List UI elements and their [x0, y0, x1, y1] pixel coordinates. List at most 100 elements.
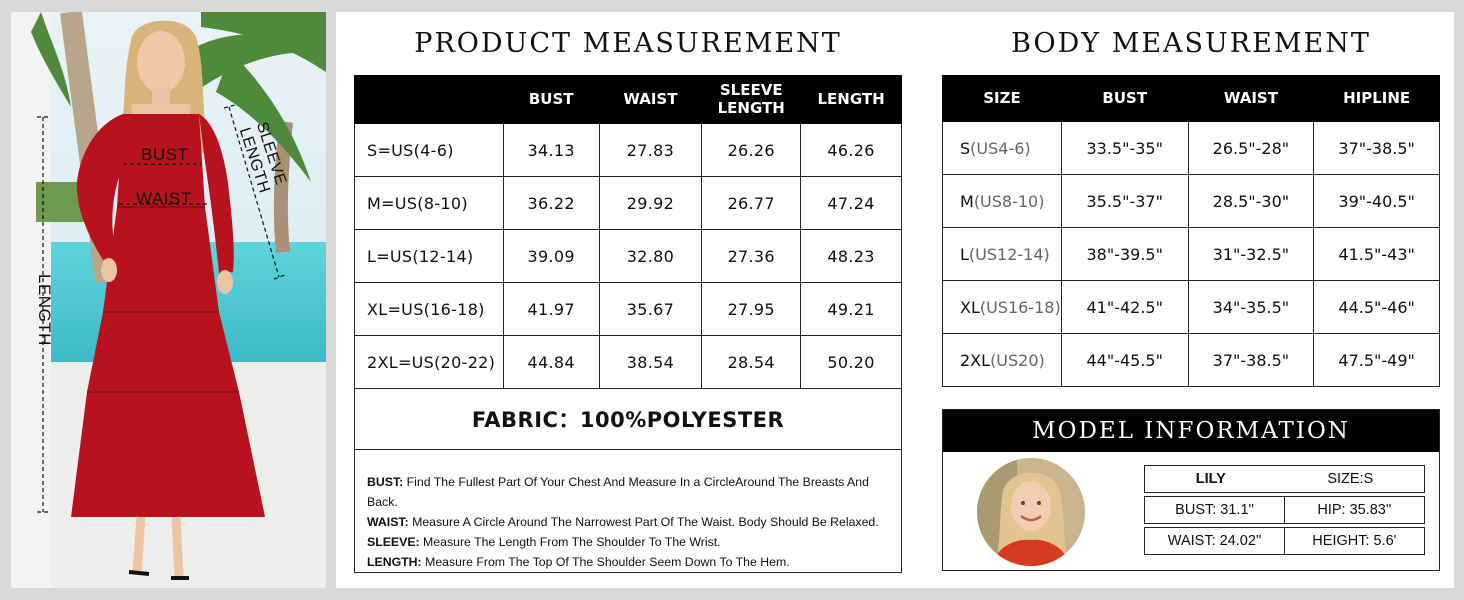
column-header: BUST: [1060, 75, 1189, 122]
note-text: Measure A Circle Around The Narrowest Pa…: [412, 515, 879, 529]
table-row: 2XL=US(20-22) 44.84 38.54 28.54 50.20: [354, 335, 902, 389]
model-size: SIZE:S: [1327, 471, 1374, 487]
size-cell: XL=US(16-18): [354, 282, 504, 336]
model-information-heading: MODEL INFORMATION: [943, 410, 1439, 452]
waist-cell: 35.67: [598, 282, 703, 336]
waist-cell: 31"-32.5": [1187, 227, 1315, 281]
bust-cell: 38"-39.5": [1060, 227, 1189, 281]
size-us: (US12-14): [968, 244, 1050, 264]
size-us: (US4-6): [970, 138, 1031, 158]
size-cell: L(US12-14): [942, 227, 1062, 281]
hipline-cell: 37"-38.5": [1313, 121, 1440, 175]
bust-cell: 33.5"-35": [1060, 121, 1189, 175]
model-row: WAIST: 24.02'' HEIGHT: 5.6': [1144, 527, 1425, 555]
table-row: XL=US(16-18) 41.97 35.67 27.95 49.21: [354, 282, 902, 336]
size-code: M: [960, 191, 974, 211]
fabric-info: FABRIC：100%POLYESTER: [354, 388, 902, 450]
model-waist: WAIST: 24.02'': [1144, 527, 1286, 555]
waist-cell: 38.54: [598, 335, 703, 389]
size-cell: S(US4-6): [942, 121, 1062, 175]
product-photo: BUST WAIST LENGTH SLEEVE LENGTH: [11, 12, 326, 588]
waist-cell: 26.5"-28": [1187, 121, 1315, 175]
length-cell: 49.21: [800, 282, 902, 336]
model-name-cell: LILY SIZE:S: [1144, 465, 1425, 493]
hipline-cell: 41.5"-43": [1313, 227, 1440, 281]
length-cell: 48.23: [800, 229, 902, 283]
bust-cell: 34.13: [502, 123, 600, 177]
model-row: BUST: 31.1'' HIP: 35.83'': [1144, 496, 1425, 524]
size-code: L: [960, 244, 969, 264]
column-header-text: SLEEVE LENGTH: [717, 81, 785, 117]
hipline-cell: 47.5"-49": [1313, 333, 1440, 387]
size-cell: 2XL(US20): [942, 333, 1062, 387]
size-us: (US20): [990, 350, 1045, 370]
length-cell: 47.24: [800, 176, 902, 230]
sleeve-cell: 26.77: [701, 176, 802, 230]
size-chart-panel: PRODUCT MEASUREMENT BUST WAIST SLEEVE LE…: [336, 12, 1454, 588]
column-header: BUST: [502, 75, 600, 124]
waist-cell: 28.5"-30": [1187, 174, 1315, 228]
waist-cell: 34"-35.5": [1187, 280, 1315, 334]
model-avatar: [977, 458, 1085, 566]
size-us: (US8-10): [973, 191, 1045, 211]
model-wearing-dress-illustration: [11, 12, 326, 588]
note-label: LENGTH:: [367, 555, 422, 569]
note-text: Measure The Length From The Shoulder To …: [423, 535, 721, 549]
model-name-row: LILY SIZE:S: [1144, 465, 1425, 493]
table-row: M(US8-10) 35.5"-37" 28.5"-30" 39"-40.5": [942, 174, 1440, 228]
model-name: LILY: [1195, 471, 1226, 487]
sleeve-cell: 28.54: [701, 335, 802, 389]
model-hip: HIP: 35.83'': [1283, 496, 1425, 524]
length-label: LENGTH: [35, 274, 54, 346]
model-height: HEIGHT: 5.6': [1283, 527, 1425, 555]
hipline-cell: 39"-40.5": [1313, 174, 1440, 228]
table-row: S=US(4-6) 34.13 27.83 26.26 46.26: [354, 123, 902, 177]
note-length: LENGTH: Measure From The Top Of The Shou…: [367, 552, 889, 572]
column-header: WAIST: [598, 75, 703, 124]
column-header: [354, 75, 504, 124]
model-details: LILY SIZE:S BUST: 31.1'' HIP: 35.83'' WA…: [1144, 465, 1425, 558]
table-header-row: BUST WAIST SLEEVE LENGTH LENGTH: [354, 75, 902, 124]
size-cell: S=US(4-6): [354, 123, 504, 177]
product-measurement-table: BUST WAIST SLEEVE LENGTH LENGTH S=US(4-6…: [354, 75, 902, 389]
waist-cell: 32.80: [598, 229, 703, 283]
size-code: XL: [960, 297, 980, 317]
size-cell: 2XL=US(20-22): [354, 335, 504, 389]
note-text: Find The Fullest Part Of Your Chest And …: [367, 475, 869, 509]
body-measurement-heading: BODY MEASUREMENT: [1011, 28, 1371, 59]
table-header-row: SIZE BUST WAIST HIPLINE: [942, 75, 1440, 122]
note-label: SLEEVE:: [367, 535, 420, 549]
model-portrait-illustration: [977, 458, 1085, 566]
bust-cell: 41.97: [502, 282, 600, 336]
size-us: (US16-18): [979, 297, 1061, 317]
length-cell: 46.26: [800, 123, 902, 177]
bust-cell: 44"-45.5": [1060, 333, 1189, 387]
column-header: WAIST: [1187, 75, 1315, 122]
model-bust: BUST: 31.1'': [1144, 496, 1286, 524]
column-header: SIZE: [942, 75, 1062, 122]
size-code: S: [960, 138, 971, 158]
column-header: HIPLINE: [1313, 75, 1440, 122]
bust-cell: 35.5"-37": [1060, 174, 1189, 228]
note-label: BUST:: [367, 475, 404, 489]
size-cell: M=US(8-10): [354, 176, 504, 230]
size-cell: XL(US16-18): [942, 280, 1062, 334]
bust-cell: 36.22: [502, 176, 600, 230]
measurement-notes: BUST: Find The Fullest Part Of Your Ches…: [354, 449, 902, 573]
note-text: Measure From The Top Of The Shoulder See…: [425, 555, 790, 569]
model-information-box: MODEL INFORMATION LILY SIZE:S BU: [942, 409, 1440, 571]
size-cell: L=US(12-14): [354, 229, 504, 283]
column-header: SLEEVE LENGTH: [701, 75, 802, 124]
note-waist: WAIST: Measure A Circle Around The Narro…: [367, 512, 889, 532]
table-row: M=US(8-10) 36.22 29.92 26.77 47.24: [354, 176, 902, 230]
column-header: LENGTH: [800, 75, 902, 124]
size-code: 2XL: [960, 350, 991, 370]
waist-cell: 29.92: [598, 176, 703, 230]
hipline-cell: 44.5"-46": [1313, 280, 1440, 334]
length-cell: 50.20: [800, 335, 902, 389]
bust-cell: 41"-42.5": [1060, 280, 1189, 334]
waist-cell: 27.83: [598, 123, 703, 177]
bust-label: BUST: [141, 145, 189, 164]
product-measurement-heading: PRODUCT MEASUREMENT: [414, 28, 842, 59]
body-measurement-table: SIZE BUST WAIST HIPLINE S(US4-6) 33.5"-3…: [942, 75, 1440, 387]
